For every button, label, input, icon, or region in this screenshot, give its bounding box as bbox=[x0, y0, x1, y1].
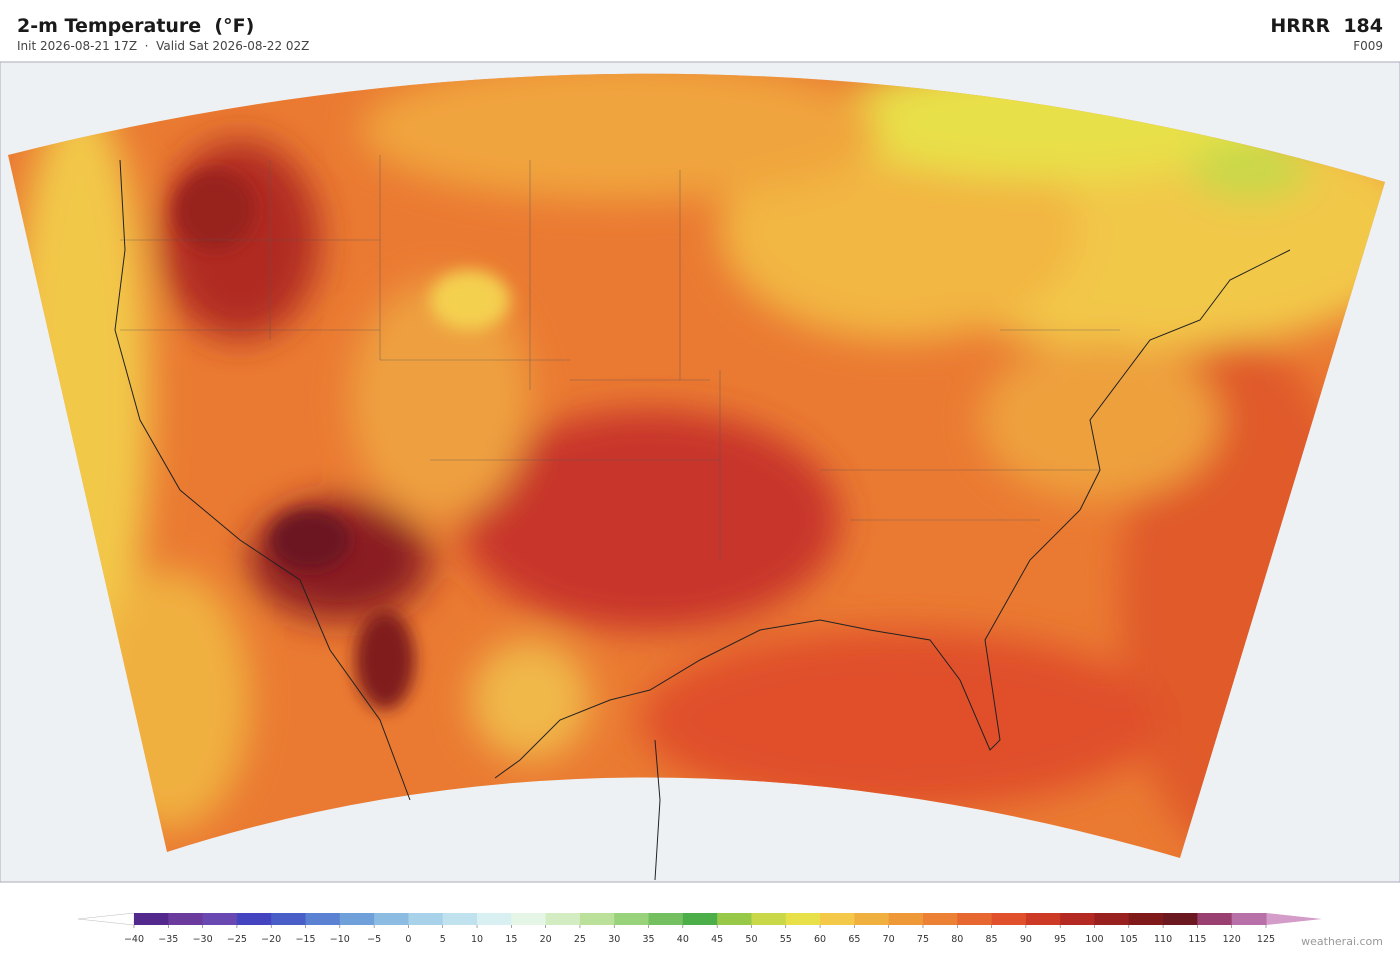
colorbar-tick-label: 20 bbox=[540, 934, 552, 945]
colorbar-tick-label: 0 bbox=[405, 934, 411, 945]
colorbar-tick-label: 30 bbox=[608, 934, 620, 945]
colorbar-under bbox=[77, 912, 135, 926]
colorbar-segment bbox=[682, 913, 718, 925]
colorbar-segment bbox=[888, 913, 924, 925]
colorbar-tick-label: 90 bbox=[1020, 934, 1032, 945]
colorbar-tick-label: 50 bbox=[745, 934, 757, 945]
colorbar-tick-label: 70 bbox=[883, 934, 895, 945]
colorbar-tick-label: 45 bbox=[711, 934, 723, 945]
colorbar-segment bbox=[751, 913, 787, 925]
colorbar-over bbox=[1266, 913, 1322, 925]
colorbar-segment bbox=[785, 913, 821, 925]
colorbar-tick-label: −15 bbox=[295, 934, 315, 945]
colorbar-tick-label: 120 bbox=[1223, 934, 1241, 945]
colorbar-segment bbox=[1197, 913, 1233, 925]
model-name: HRRR 184 bbox=[1270, 15, 1383, 37]
colorbar-tick-label: 55 bbox=[780, 934, 792, 945]
colorbar-tick-label: 105 bbox=[1120, 934, 1138, 945]
colorbar-tick-label: 110 bbox=[1154, 934, 1172, 945]
colorbar-segment bbox=[1060, 913, 1095, 925]
colorbar-tick-label: 115 bbox=[1188, 934, 1206, 945]
state-borders bbox=[120, 155, 1120, 560]
colorbar-segment bbox=[305, 913, 341, 925]
credit: weatherai.com bbox=[1301, 935, 1383, 948]
colorbar-segment bbox=[1163, 913, 1198, 925]
forecast-hour: F009 bbox=[1353, 39, 1383, 53]
colorbar-tick-label: 75 bbox=[917, 934, 929, 945]
colorbar-tick-label: 5 bbox=[440, 934, 446, 945]
colorbar-segment bbox=[477, 913, 512, 925]
colorbar-segment bbox=[168, 913, 204, 925]
colorbar-segment bbox=[1231, 913, 1267, 925]
colorbar-segment bbox=[134, 913, 169, 925]
colorbar-tick-label: −30 bbox=[193, 934, 213, 945]
colorbar-segment bbox=[374, 913, 409, 925]
subtitle: Init 2026-08-21 17Z · Valid Sat 2026-08-… bbox=[17, 39, 310, 53]
colorbar-tick-label: −10 bbox=[330, 934, 350, 945]
temperature-field bbox=[8, 73, 1385, 858]
colorbar-segment bbox=[442, 913, 478, 925]
colorbar-segment bbox=[991, 913, 1027, 925]
colorbar-tick-label: −35 bbox=[158, 934, 178, 945]
colorbar-tick-label: −5 bbox=[367, 934, 381, 945]
colorbar-segment bbox=[1094, 913, 1130, 925]
colorbar-segment bbox=[339, 913, 375, 925]
colorbar-segment bbox=[579, 913, 615, 925]
colorbar-tick-label: −25 bbox=[227, 934, 247, 945]
colorbar-segment bbox=[614, 913, 650, 925]
colorbar-tick-label: 125 bbox=[1257, 934, 1275, 945]
colorbar-segment bbox=[271, 913, 307, 925]
colorbar-segment bbox=[1128, 913, 1164, 925]
colorbar-tick-label: −20 bbox=[261, 934, 281, 945]
colorbar-tick-label: 60 bbox=[814, 934, 826, 945]
colorbar-segment bbox=[648, 913, 684, 925]
colorbar-segment bbox=[236, 913, 272, 925]
colorbar-segment bbox=[854, 913, 890, 925]
colorbar-tick-label: 85 bbox=[986, 934, 998, 945]
colorbar-segment bbox=[408, 913, 444, 925]
colorbar-segment bbox=[545, 913, 581, 925]
colorbar-tick-label: 15 bbox=[505, 934, 517, 945]
colorbar-tick-label: 10 bbox=[471, 934, 483, 945]
colorbar-tick-label: 25 bbox=[574, 934, 586, 945]
colorbar-segment bbox=[1025, 913, 1061, 925]
colorbar-tick-label: 35 bbox=[642, 934, 654, 945]
colorbar-segment bbox=[957, 913, 993, 925]
colorbar-tick-label: 95 bbox=[1054, 934, 1066, 945]
colorbar-segment bbox=[717, 913, 752, 925]
colorbar-segment bbox=[820, 913, 855, 925]
coastlines bbox=[114, 159, 1291, 881]
colorbar-tick-label: −40 bbox=[124, 934, 144, 945]
colorbar-tick-label: 100 bbox=[1085, 934, 1103, 945]
colorbar-segment bbox=[202, 913, 238, 925]
colorbar: −40 −35 −30 −25 −20 −15 −10 −5 0 5 10 15 20 25 30 35 40 4… bbox=[77, 912, 1322, 945]
colorbar-tick-label: 40 bbox=[677, 934, 689, 945]
colorbar-segment bbox=[511, 913, 547, 925]
colorbar-tick-label: 65 bbox=[848, 934, 860, 945]
title: 2-m Temperature (°F) bbox=[17, 15, 255, 37]
colorbar-segment bbox=[922, 913, 958, 925]
colorbar-tick-label: 80 bbox=[951, 934, 963, 945]
